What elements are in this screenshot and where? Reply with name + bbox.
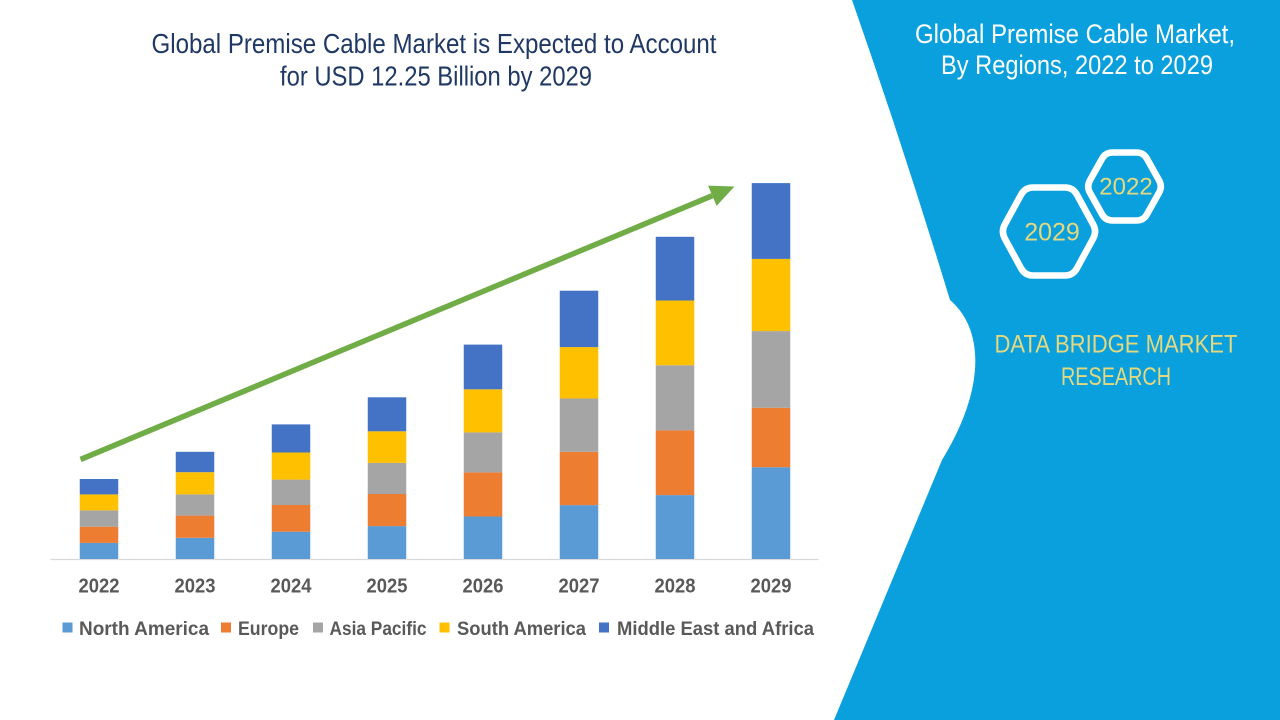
svg-text:2023: 2023 <box>175 575 216 598</box>
svg-text:2029: 2029 <box>751 575 792 598</box>
svg-text:North America: North America <box>79 618 209 640</box>
svg-text:2028: 2028 <box>655 575 696 598</box>
svg-text:2022: 2022 <box>1099 173 1152 200</box>
svg-text:2026: 2026 <box>463 575 504 598</box>
svg-text:Europe: Europe <box>238 618 299 640</box>
svg-text:DATA BRIDGE MARKET: DATA BRIDGE MARKET <box>995 331 1238 359</box>
svg-text:Global Premise Cable Market,: Global Premise Cable Market, <box>915 19 1235 49</box>
svg-text:Middle East and Africa: Middle East and Africa <box>617 618 814 640</box>
svg-text:2027: 2027 <box>559 575 600 598</box>
svg-text:Global Premise Cable Market is: Global Premise Cable Market is Expected … <box>152 28 717 59</box>
svg-text:Asia Pacific: Asia Pacific <box>330 618 427 640</box>
svg-text:2029: 2029 <box>1024 219 1080 247</box>
svg-text:RESEARCH: RESEARCH <box>1061 363 1171 391</box>
svg-text:By Regions, 2022 to 2029: By Regions, 2022 to 2029 <box>941 50 1213 80</box>
svg-text:2022: 2022 <box>79 575 120 598</box>
svg-text:2024: 2024 <box>271 575 313 598</box>
svg-text:South America: South America <box>457 618 586 640</box>
svg-text:for USD 12.25 Billion by 2029: for USD 12.25 Billion by 2029 <box>280 61 592 92</box>
svg-text:2025: 2025 <box>367 575 408 598</box>
